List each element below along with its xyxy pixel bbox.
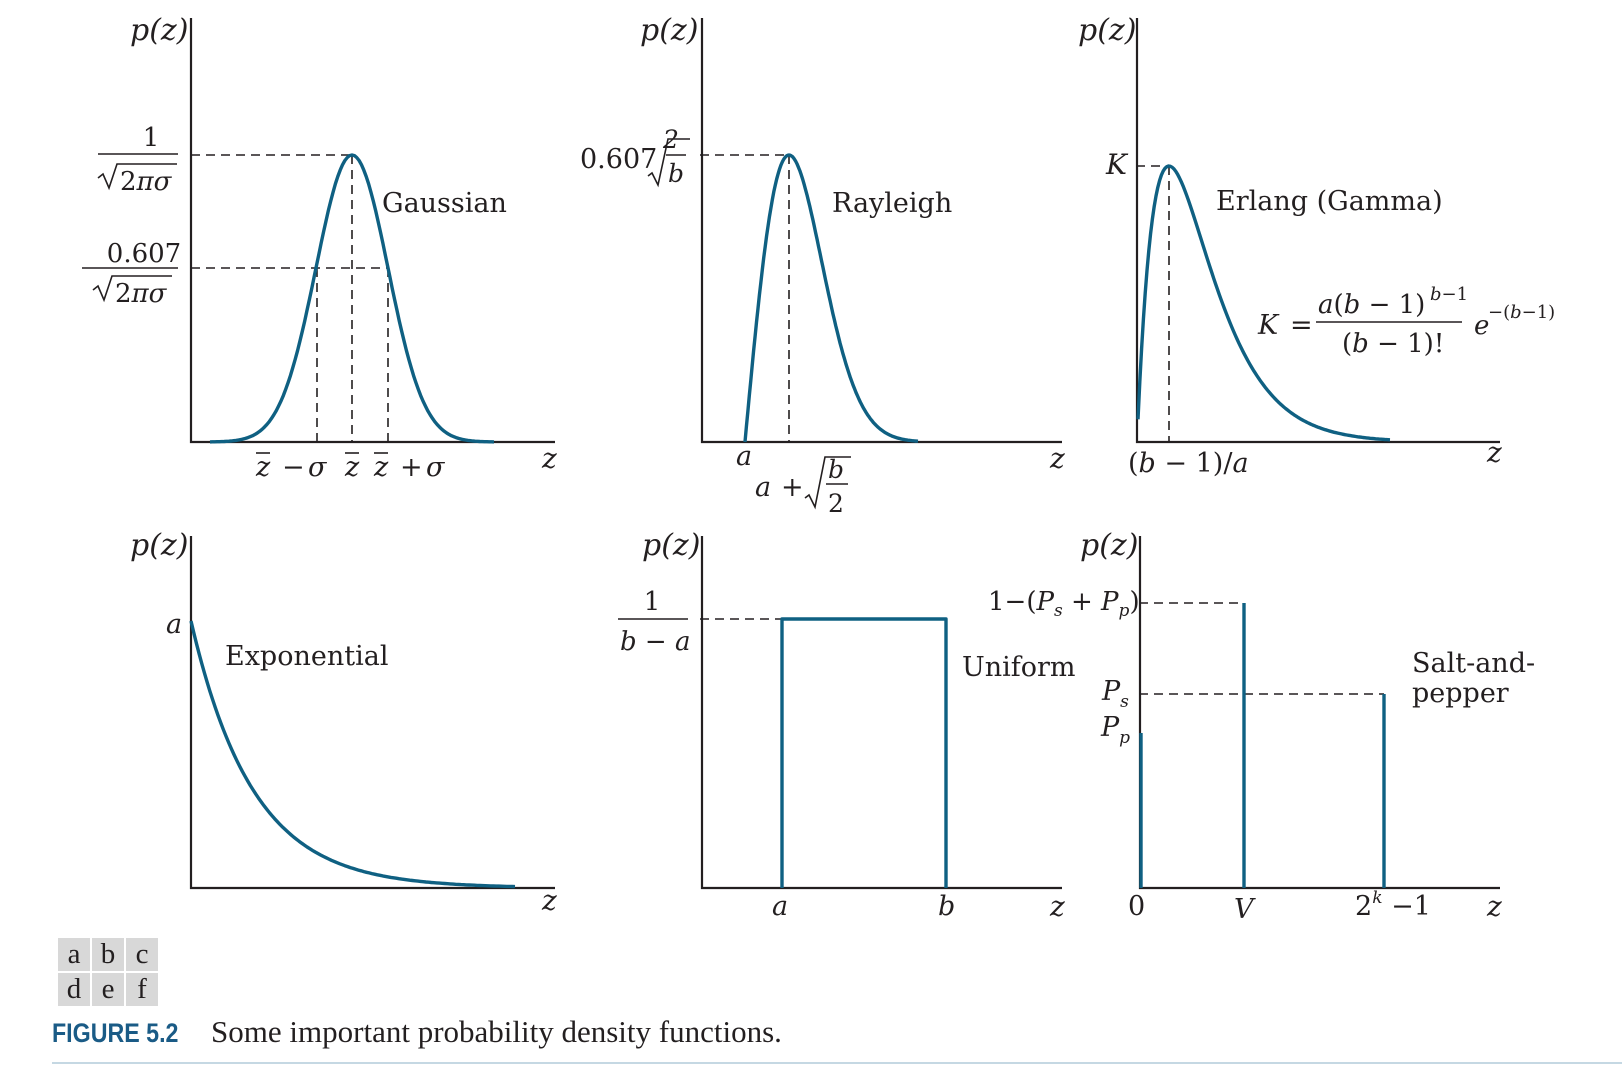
svg-text:0.607: 0.607 bbox=[580, 144, 657, 175]
axes bbox=[700, 18, 1062, 444]
curve-label: Uniform bbox=[962, 652, 1076, 683]
y-tick-Pp: Pp bbox=[1100, 712, 1130, 748]
gaussian-curve bbox=[209, 153, 495, 444]
axes bbox=[700, 536, 1062, 890]
figure-number: FIGURE 5.2 bbox=[52, 1018, 179, 1048]
ylabel: p(z) bbox=[1080, 528, 1138, 563]
svg-text:=: = bbox=[1290, 310, 1313, 341]
caption-rule bbox=[52, 1062, 1622, 1064]
y-tick-K: K bbox=[1105, 148, 1129, 181]
panel-letter-a: a bbox=[58, 938, 90, 971]
axes bbox=[1135, 18, 1500, 444]
svg-text:z: z bbox=[373, 452, 389, 483]
rayleigh-curve bbox=[743, 153, 919, 443]
x-tick: (b − 1)/a bbox=[1128, 448, 1249, 479]
x-tick-0: 0 bbox=[1128, 891, 1145, 922]
curve-label: Gaussian bbox=[382, 188, 507, 219]
curve-label: Salt-and- bbox=[1412, 648, 1535, 679]
peak-guides bbox=[1136, 165, 1170, 442]
figure-caption: FIGURE 5.2 Some important probability den… bbox=[52, 1014, 782, 1050]
axes bbox=[189, 18, 555, 444]
svg-text:K: K bbox=[1257, 310, 1280, 341]
svg-text:σ: σ bbox=[426, 452, 446, 483]
panel-letter-d: d bbox=[58, 973, 90, 1006]
svg-text:2: 2 bbox=[828, 489, 844, 518]
panel-uniform: p(z) z 1 b − a Uniform a b bbox=[618, 528, 1076, 923]
svg-text:−(b−1): −(b−1) bbox=[1488, 302, 1555, 323]
svg-text:a(b − 1): a(b − 1) bbox=[1318, 290, 1425, 320]
svg-text:−: − bbox=[282, 452, 305, 483]
peak-guides bbox=[700, 154, 790, 442]
y-tick-peak: 1 2πσ bbox=[97, 123, 178, 197]
svg-text:2: 2 bbox=[662, 125, 679, 154]
ylabel: p(z) bbox=[130, 528, 188, 563]
ylabel: p(z) bbox=[1078, 13, 1136, 48]
panel-letter-grid: a b c d e f bbox=[58, 938, 158, 1006]
erlang-curve bbox=[1136, 164, 1391, 442]
svg-text:z: z bbox=[344, 452, 360, 483]
panel-letter-f: f bbox=[126, 973, 158, 1006]
svg-text:0.607: 0.607 bbox=[107, 239, 181, 269]
y-tick-Ps: Ps bbox=[1101, 676, 1129, 712]
curve-label: Exponential bbox=[225, 641, 388, 672]
xlabel: z bbox=[541, 884, 557, 917]
svg-text:+: + bbox=[781, 472, 804, 503]
K-formula: K = a(b − 1) b−1 (b − 1)! e −(b−1) bbox=[1257, 284, 1555, 359]
panel-letter-c: c bbox=[126, 938, 158, 971]
svg-text:b−1: b−1 bbox=[1430, 284, 1468, 305]
panel-letter-b: b bbox=[92, 938, 124, 971]
x-tick-V: V bbox=[1234, 894, 1256, 925]
xlabel: z bbox=[1486, 436, 1502, 469]
svg-text:1: 1 bbox=[143, 123, 160, 153]
svg-text:e: e bbox=[1474, 311, 1489, 341]
svg-text:a: a bbox=[755, 472, 771, 503]
y-tick-height: 1 b − a bbox=[618, 587, 691, 657]
peak-guides bbox=[191, 154, 389, 442]
x-tick-a: a bbox=[772, 891, 788, 922]
y-tick-top: 1−(Ps + Pp) bbox=[988, 587, 1140, 621]
curve-label-2: pepper bbox=[1412, 678, 1509, 709]
svg-text:a: a bbox=[736, 441, 752, 472]
svg-text:(b − 1)!: (b − 1)! bbox=[1342, 329, 1444, 359]
uniform-curve bbox=[780, 617, 948, 888]
x-tick-b: b bbox=[938, 891, 955, 922]
level-guides bbox=[1139, 602, 1384, 695]
svg-text:2πσ: 2πσ bbox=[115, 279, 168, 309]
svg-text:b: b bbox=[828, 455, 844, 484]
ylabel: p(z) bbox=[640, 13, 698, 48]
xlabel: z bbox=[1049, 890, 1065, 923]
axes bbox=[189, 536, 555, 890]
curve-label: Erlang (Gamma) bbox=[1216, 186, 1443, 217]
svg-text:σ: σ bbox=[308, 452, 328, 483]
svg-text:+: + bbox=[400, 452, 423, 483]
caption-text: Some important probability density funct… bbox=[211, 1014, 782, 1049]
panel-letter-e: e bbox=[92, 973, 124, 1006]
axes bbox=[1138, 536, 1500, 890]
svg-text:b − a: b − a bbox=[620, 627, 691, 657]
svg-text:2πσ: 2πσ bbox=[120, 167, 173, 197]
panel-salt-and-pepper: p(z) z 1−(Ps + Pp) Ps Pp Salt-and- peppe… bbox=[988, 528, 1535, 925]
panel-gaussian: p(z) z 1 2πσ 0.607 2πσ Gaussian z − σ z z… bbox=[82, 13, 557, 483]
panel-exponential: p(z) z a Exponential bbox=[130, 528, 557, 917]
ylabel: p(z) bbox=[130, 13, 188, 48]
panel-erlang: p(z) z K Erlang (Gamma) (b − 1)/a K = a(… bbox=[1078, 13, 1555, 479]
svg-text:b: b bbox=[668, 159, 684, 188]
curve-label: Rayleigh bbox=[832, 188, 952, 219]
exponential-curve bbox=[189, 620, 516, 889]
y-tick-peak: 0.607 2 b bbox=[580, 125, 690, 188]
x-ticks: a a + b 2 bbox=[736, 441, 851, 518]
x-ticks: z − σ z z + σ bbox=[255, 452, 446, 483]
probability-density-figure: p(z) z 1 2πσ 0.607 2πσ Gaussian z − σ z z… bbox=[82, 13, 1555, 925]
ylabel: p(z) bbox=[642, 528, 700, 563]
x-tick-max: 2k −1 bbox=[1355, 888, 1431, 922]
svg-text:1: 1 bbox=[644, 587, 661, 617]
xlabel: z bbox=[1049, 442, 1065, 475]
xlabel: z bbox=[541, 442, 557, 475]
svg-text:z: z bbox=[255, 452, 271, 483]
panel-rayleigh: p(z) z 0.607 2 b Rayleigh a a + b 2 bbox=[580, 13, 1065, 518]
y-tick-a: a bbox=[166, 609, 182, 640]
xlabel: z bbox=[1486, 890, 1502, 923]
y-tick-0607: 0.607 2πσ bbox=[82, 239, 181, 309]
